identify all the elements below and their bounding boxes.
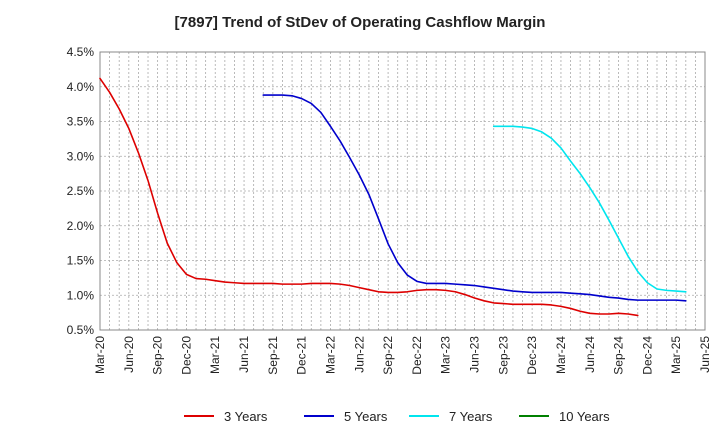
x-tick-label: Sep-24 (612, 336, 626, 375)
legend-item: 5 Years (304, 406, 387, 426)
y-tick-label: 1.0% (67, 288, 95, 302)
x-tick-label: Sep-22 (381, 336, 395, 375)
x-tick-label: Sep-21 (266, 336, 280, 375)
plot-area (100, 52, 705, 330)
legend: 3 Years 5 Years 7 Years 10 Years (0, 406, 720, 426)
y-tick-label: 0.5% (67, 323, 95, 337)
x-tick-label: Mar-23 (439, 336, 453, 374)
x-tick-label: Jun-23 (468, 336, 482, 373)
legend-swatch (519, 415, 549, 417)
legend-item: 10 Years (519, 406, 610, 426)
series-lines (99, 77, 687, 317)
x-tick-label: Sep-20 (151, 336, 165, 375)
y-tick-label: 2.0% (67, 219, 95, 233)
x-tick-label: Mar-20 (93, 336, 107, 374)
legend-label: 5 Years (344, 408, 388, 424)
x-tick-label: Jun-24 (583, 336, 597, 373)
x-tick-label: Dec-24 (640, 336, 654, 375)
x-tick-label: Dec-23 (525, 336, 539, 375)
x-tick-label: Jun-20 (122, 336, 136, 373)
x-tick-label: Dec-21 (295, 336, 309, 375)
series-line-3-years (99, 77, 639, 317)
legend-label: 7 Years (449, 408, 493, 424)
y-tick-label: 3.0% (67, 149, 95, 163)
x-tick-label: Jun-25 (698, 336, 712, 373)
x-tick-label: Jun-21 (237, 336, 251, 373)
x-tick-label: Mar-25 (669, 336, 683, 374)
series-line-5-years (262, 94, 687, 302)
x-tick-label: Dec-20 (179, 336, 193, 375)
series-line-7-years (492, 125, 687, 293)
x-tick-label: Mar-21 (208, 336, 222, 374)
x-tick-label: Dec-22 (410, 336, 424, 375)
y-tick-label: 4.5% (67, 45, 95, 59)
x-tick-label: Sep-23 (496, 336, 510, 375)
legend-swatch (184, 415, 214, 417)
legend-label: 10 Years (559, 408, 610, 424)
y-axis-ticks: 0.5% 1.0% 1.5% 2.0% 2.5% 3.0% 3.5% 4.0% 4.5% (67, 45, 95, 337)
y-tick-label: 1.5% (67, 254, 95, 268)
legend-label: 3 Years (224, 408, 268, 424)
x-axis-ticks: Mar-20 Jun-20 Sep-20 Dec-20 Mar-21 Jun-21 Sep-… (93, 336, 712, 375)
legend-swatch (304, 415, 334, 417)
x-tick-label: Jun-22 (352, 336, 366, 373)
y-tick-label: 4.0% (67, 80, 95, 94)
y-tick-label: 2.5% (67, 184, 95, 198)
chart-title: [7897] Trend of StDev of Operating Cashf… (174, 14, 546, 31)
legend-swatch (409, 415, 439, 417)
legend-item: 7 Years (409, 406, 492, 426)
legend-item: 3 Years (184, 406, 267, 426)
plot-border (99, 51, 706, 331)
x-tick-label: Mar-22 (323, 336, 337, 374)
x-tick-label: Mar-24 (554, 336, 568, 374)
grid-lines (100, 52, 705, 330)
y-tick-label: 3.5% (67, 115, 95, 129)
